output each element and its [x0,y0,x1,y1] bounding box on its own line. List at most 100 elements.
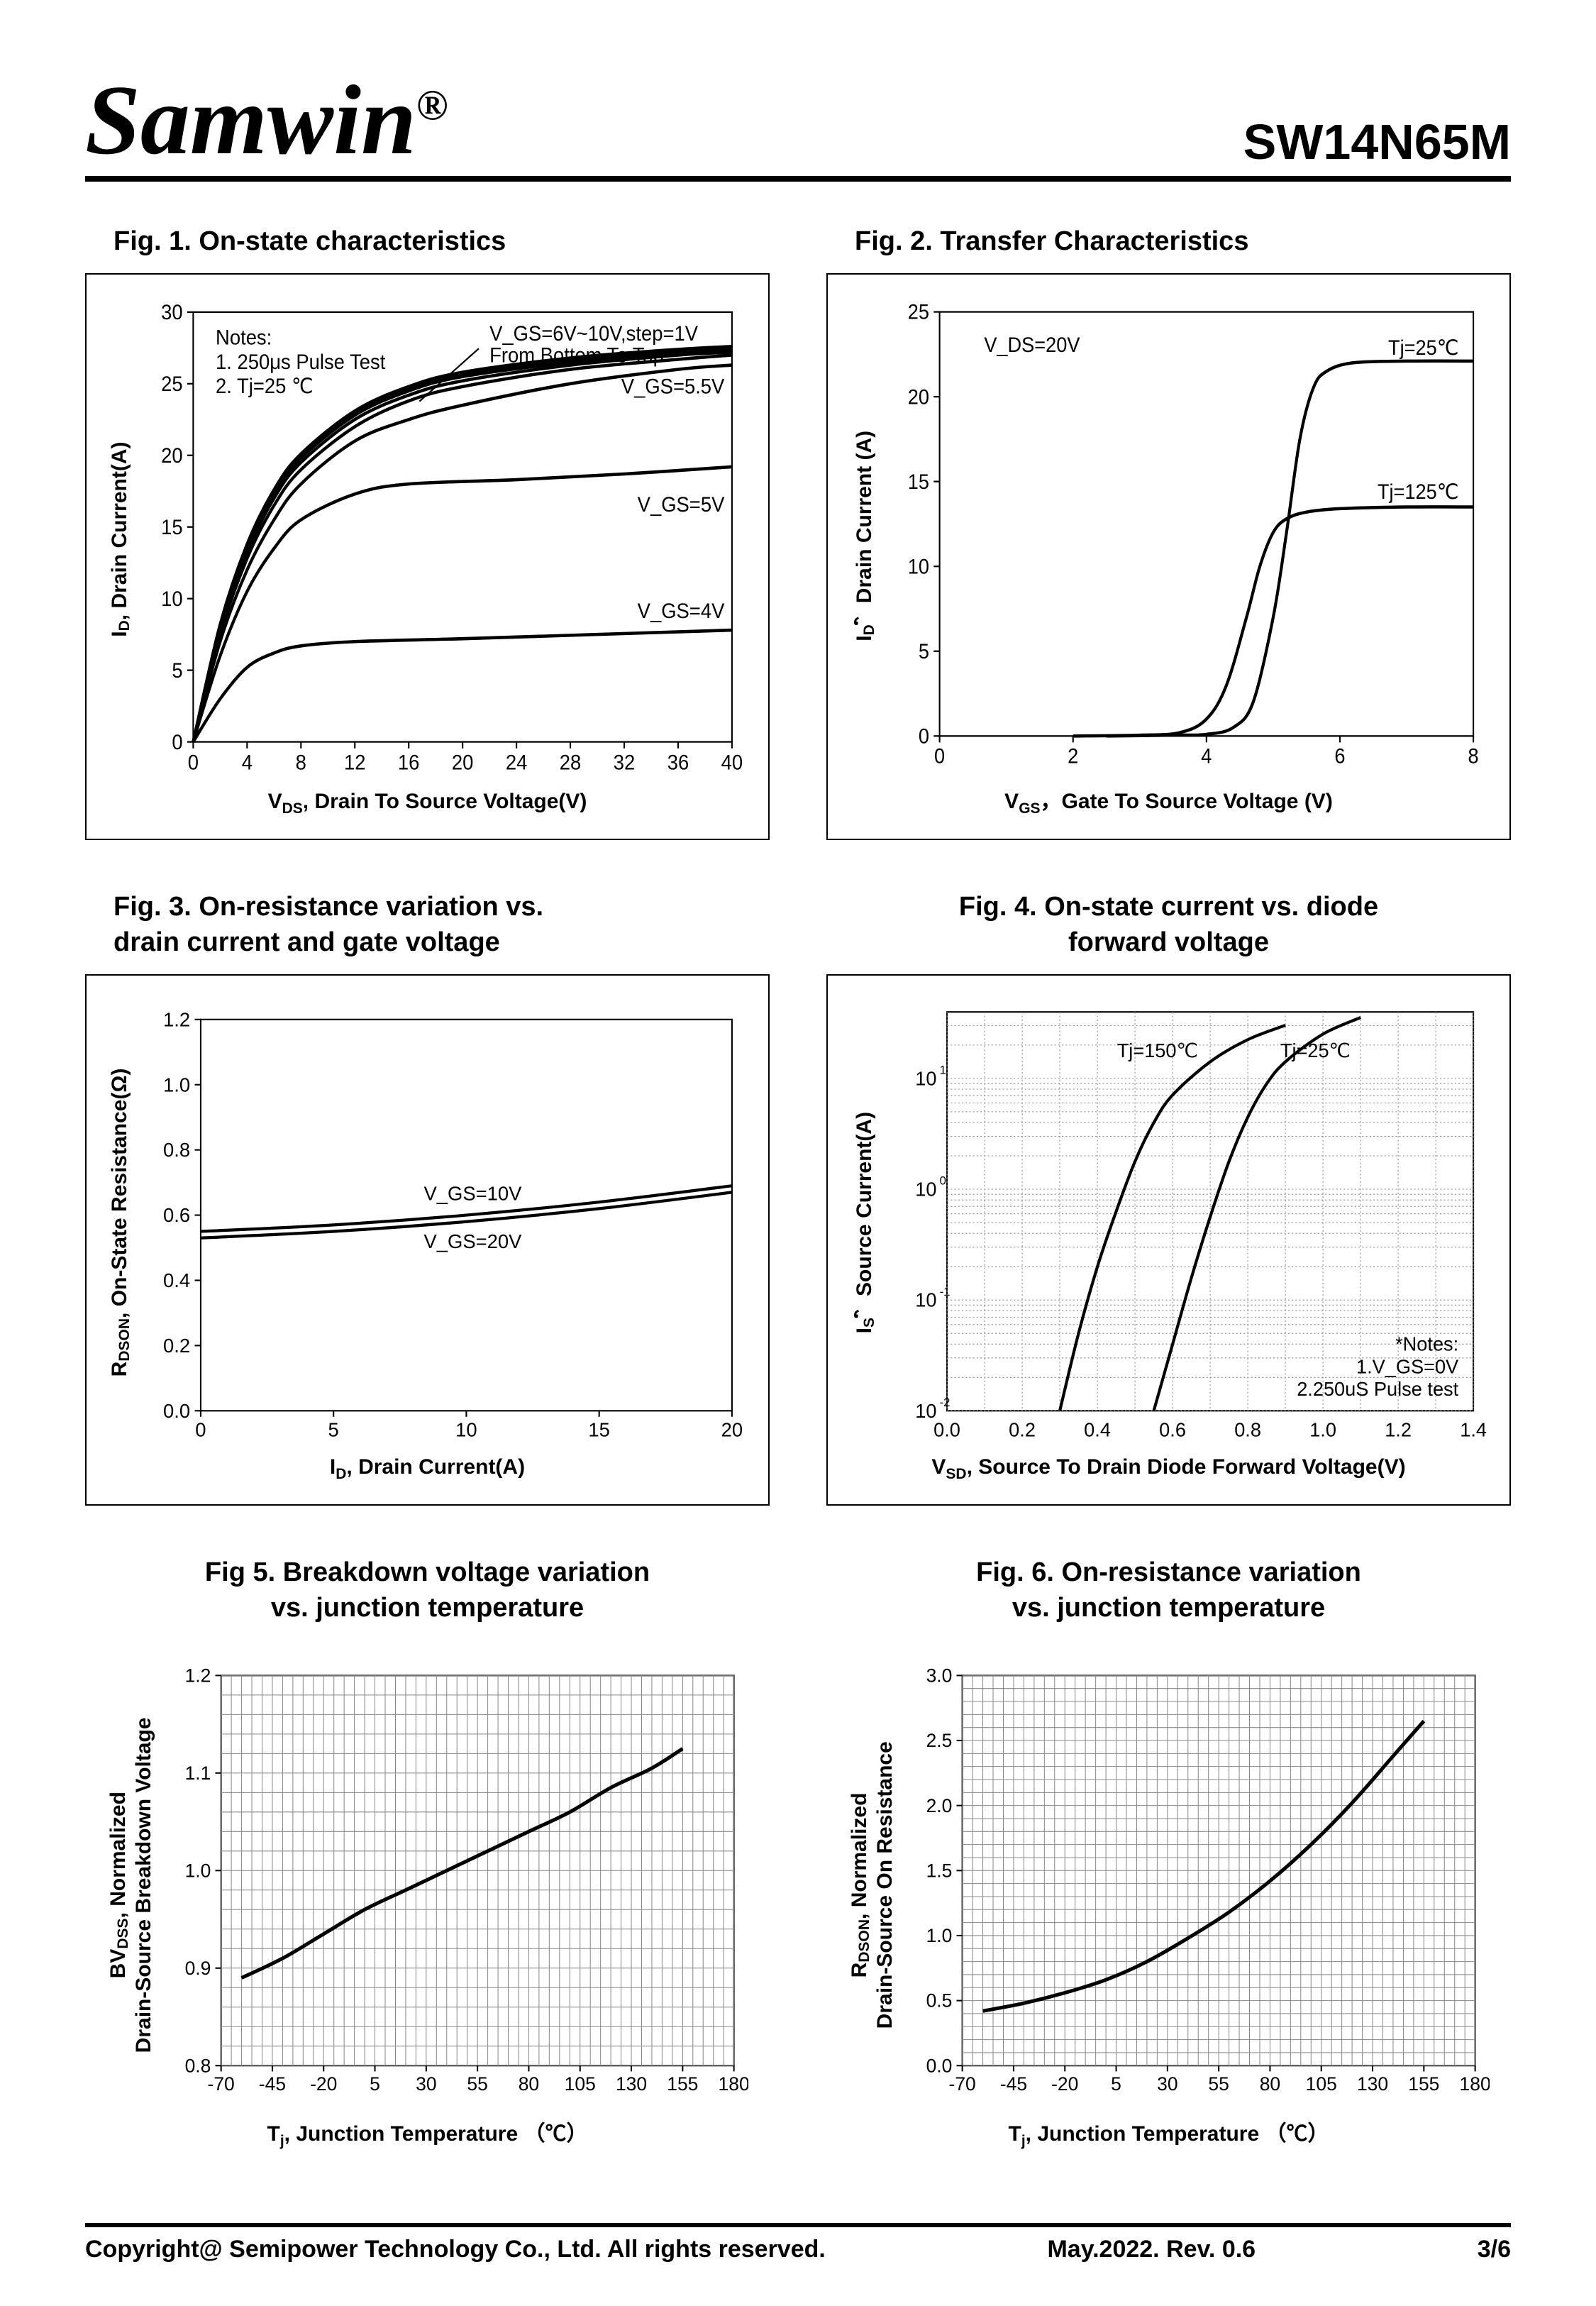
fig6-title: Fig. 6. On-resistance variation vs. junc… [826,1555,1511,1626]
fig2-cell: Fig. 2. Transfer Characteristics ID，Drai… [826,224,1511,840]
svg-text:80: 80 [519,2073,539,2095]
svg-text:0.0: 0.0 [163,1400,190,1422]
fig1-ylabel: ID, Drain Current(A) [108,296,133,783]
svg-text:0.8: 0.8 [185,2055,211,2076]
svg-text:*Notes:: *Notes: [1395,1333,1458,1355]
brand-text: Samwin [85,65,416,175]
fig2-title: Fig. 2. Transfer Characteristics [855,224,1511,259]
svg-text:180: 180 [719,2073,748,2095]
svg-text:5: 5 [328,1418,339,1440]
fig5-xlabel: Tj, Junction Temperature （℃） [106,2116,748,2150]
svg-text:-70: -70 [949,2073,976,2095]
svg-text:55: 55 [1208,2073,1229,2095]
fig3-xlabel: ID, Drain Current(A) [108,1455,747,1483]
fig4-cell: Fig. 4. On-state current vs. diode forwa… [826,890,1511,1506]
svg-text:10: 10 [915,1289,936,1311]
svg-text:0.0: 0.0 [926,2055,953,2076]
svg-text:25: 25 [908,300,929,324]
svg-text:80: 80 [1260,2073,1280,2095]
svg-text:12: 12 [344,751,365,775]
svg-text:1.2: 1.2 [1385,1418,1412,1440]
fig6-ylabel: RDSON, NormalizedDrain-Source On Resista… [848,1661,897,2109]
svg-text:25: 25 [161,373,182,397]
svg-text:1.0: 1.0 [185,1860,211,1881]
svg-text:55: 55 [467,2073,487,2095]
svg-text:10: 10 [915,1178,936,1200]
svg-text:0.6: 0.6 [1159,1418,1186,1440]
footer-page: 3/6 [1478,2236,1511,2263]
fig3-svg: 051015200.00.20.40.60.81.01.2V_GS=10VV_G… [133,997,747,1448]
svg-text:From Bottom To Top: From Bottom To Top [489,344,664,368]
svg-text:2.5: 2.5 [926,1730,953,1751]
svg-text:1.2: 1.2 [185,1665,211,1687]
svg-text:20: 20 [721,1418,743,1440]
fig2-ylabel: ID，Drain Current (A) [849,296,880,776]
svg-text:24: 24 [506,751,528,775]
brand: Samwin® [85,71,448,170]
svg-text:0: 0 [195,1418,206,1440]
svg-text:16: 16 [398,751,419,775]
svg-text:-45: -45 [1000,2073,1027,2095]
svg-text:-1: -1 [940,1285,951,1298]
svg-text:0.8: 0.8 [163,1139,190,1161]
svg-text:10: 10 [915,1067,936,1089]
footer-date: May.2022. Rev. 0.6 [1047,2236,1256,2263]
svg-text:20: 20 [452,751,473,775]
fig4-ylabel: IS，Source Current(A) [849,997,880,1448]
svg-text:1.2: 1.2 [163,1008,190,1030]
svg-text:30: 30 [416,2073,436,2095]
fig6-cell: Fig. 6. On-resistance variation vs. junc… [826,1555,1511,2171]
fig6-box: RDSON, NormalizedDrain-Source On Resista… [826,1640,1511,2171]
svg-text:1. 250μs Pulse Test: 1. 250μs Pulse Test [216,351,385,374]
svg-text:V_GS=10V: V_GS=10V [424,1182,523,1204]
fig5-svg: -70-45-2053055801051301551800.80.91.01.1… [156,1661,748,2109]
fig5-ylabel: BVDSS, NormalizedDrain-Source Breakdown … [106,1661,156,2109]
svg-text:5: 5 [1111,2073,1121,2095]
svg-text:2.250uS Pulse test: 2.250uS Pulse test [1297,1378,1458,1400]
svg-text:5: 5 [919,639,929,663]
svg-text:10: 10 [161,587,182,611]
svg-text:V_GS=5V: V_GS=5V [638,493,725,517]
svg-text:1: 1 [940,1063,946,1076]
svg-text:-2: -2 [940,1396,951,1409]
fig6-svg: -70-45-2053055801051301551800.00.51.01.5… [897,1661,1490,2109]
fig1-box: ID, Drain Current(A) 0481216202428323640… [85,273,770,840]
part-number: SW14N65M [1243,114,1511,170]
svg-text:0.4: 0.4 [163,1269,190,1291]
svg-text:V_GS=4V: V_GS=4V [638,600,725,623]
svg-text:1.0: 1.0 [163,1074,190,1096]
svg-text:30: 30 [1157,2073,1177,2095]
svg-text:8: 8 [1468,744,1479,768]
svg-text:10: 10 [455,1418,477,1440]
header: Samwin® SW14N65M [85,71,1511,182]
svg-text:Tj=125℃: Tj=125℃ [1378,480,1458,504]
svg-text:Tj=25℃: Tj=25℃ [1280,1039,1351,1061]
svg-text:-45: -45 [259,2073,286,2095]
svg-text:1.0: 1.0 [926,1925,953,1946]
svg-text:V_DS=20V: V_DS=20V [984,333,1080,356]
footer: Copyright@ Semipower Technology Co., Ltd… [85,2223,1511,2263]
svg-text:15: 15 [908,470,929,493]
svg-text:0: 0 [940,1174,946,1187]
fig2-box: ID，Drain Current (A) 024680510152025V_DS… [826,273,1511,840]
svg-text:0: 0 [172,731,182,754]
fig4-xlabel: VSD, Source To Drain Diode Forward Volta… [849,1455,1488,1483]
svg-text:15: 15 [588,1418,610,1440]
svg-text:130: 130 [616,2073,647,2095]
svg-text:-20: -20 [310,2073,337,2095]
svg-text:15: 15 [161,516,182,539]
svg-text:-70: -70 [208,2073,235,2095]
svg-text:8: 8 [296,751,306,775]
svg-text:10: 10 [908,555,929,578]
footer-copyright: Copyright@ Semipower Technology Co., Ltd… [85,2236,826,2263]
svg-text:0.2: 0.2 [1009,1418,1036,1440]
svg-text:155: 155 [1408,2073,1439,2095]
fig1-xlabel: VDS, Drain To Source Voltage(V) [108,790,747,817]
fig5-cell: Fig 5. Breakdown voltage variation vs. j… [85,1555,770,2171]
svg-text:1.1: 1.1 [185,1762,211,1784]
svg-text:0.9: 0.9 [185,1958,211,1979]
fig3-ylabel: RDSON, On-State Resistance(Ω) [108,997,133,1448]
svg-text:5: 5 [370,2073,380,2095]
svg-text:3.0: 3.0 [926,1665,953,1687]
svg-text:20: 20 [161,444,182,468]
